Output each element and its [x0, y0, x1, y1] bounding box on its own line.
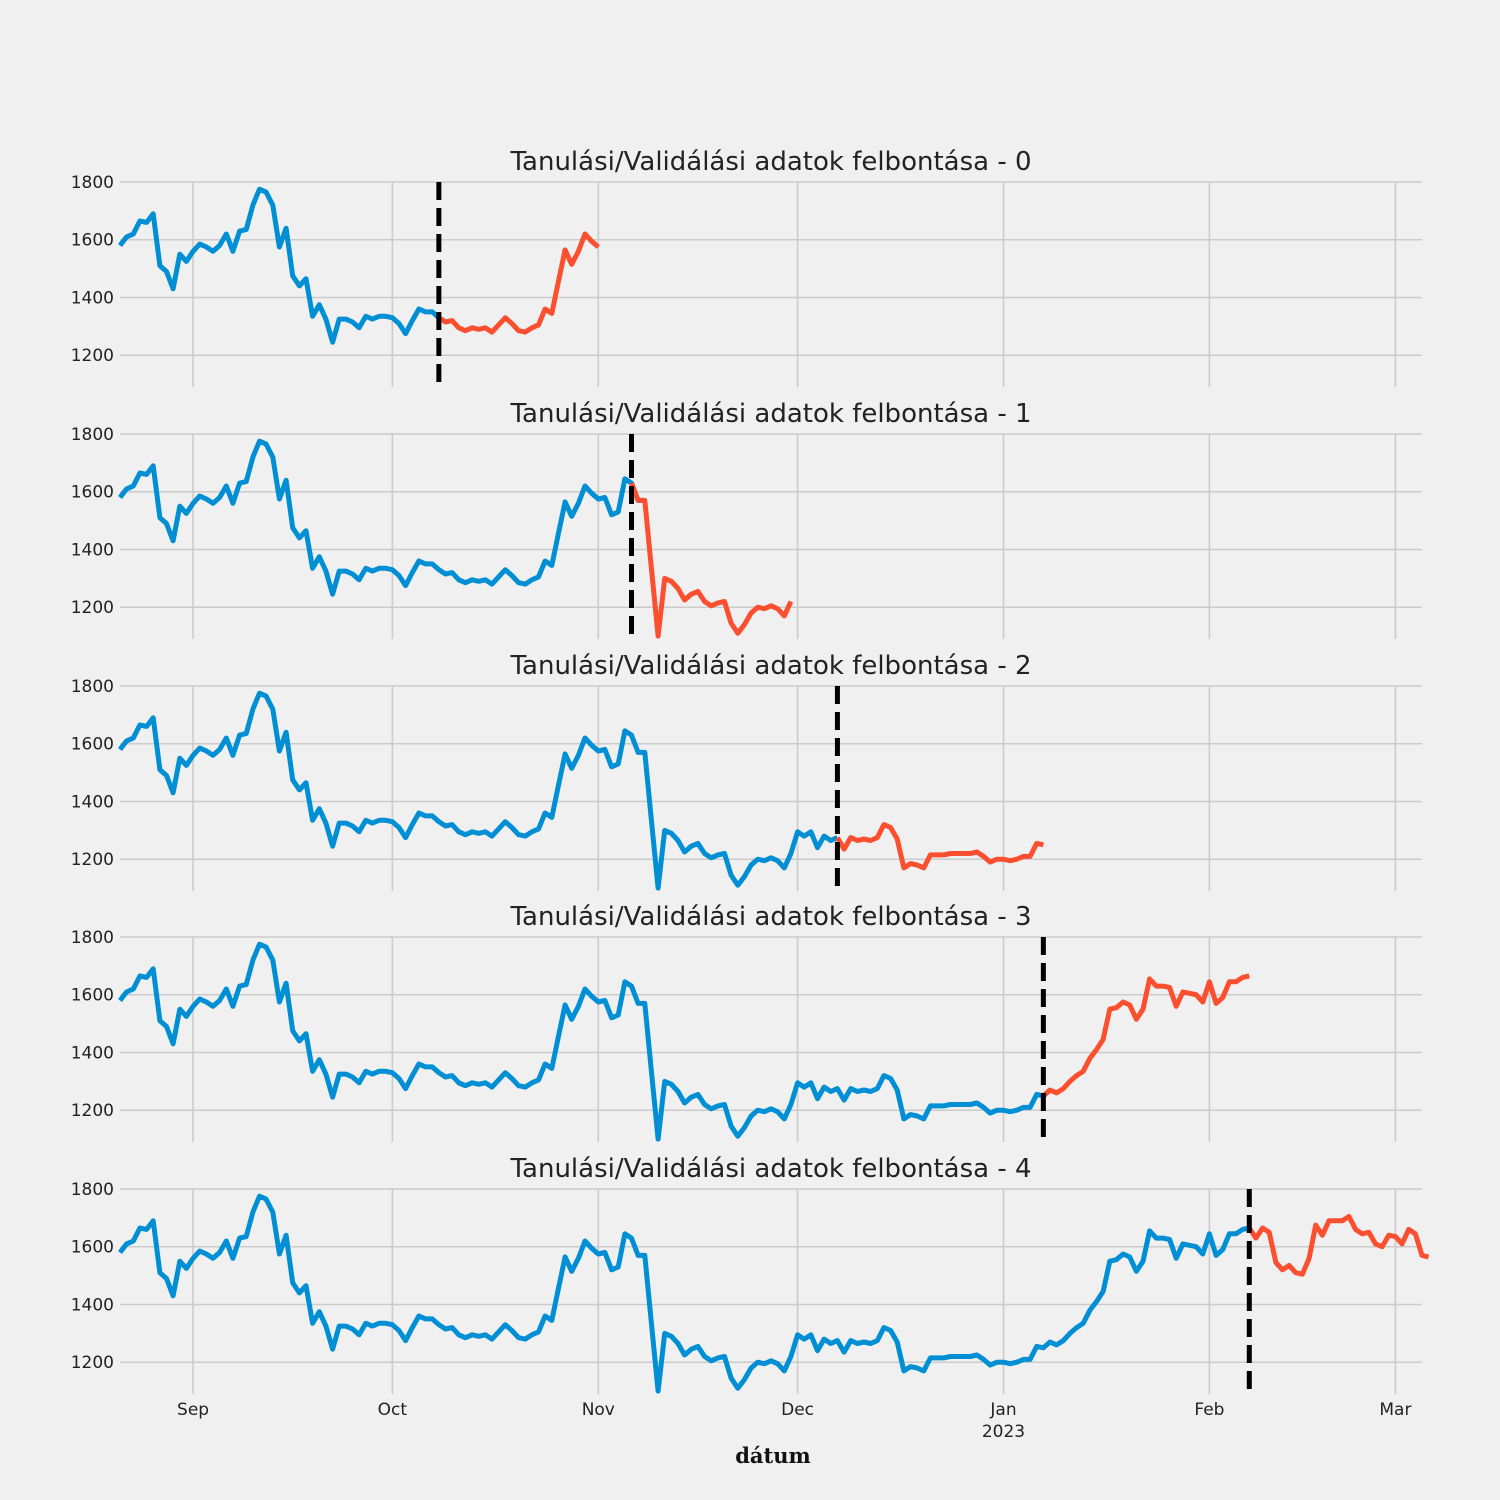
y-tick-label: 1200 — [71, 1353, 114, 1373]
panel-title: Tanulási/Validálási adatok felbontása - … — [509, 147, 1031, 177]
y-tick-label: 1400 — [71, 288, 114, 308]
y-tick-label: 1800 — [71, 1180, 114, 1200]
y-tick-label: 1800 — [71, 928, 114, 948]
train-series-line — [118, 438, 645, 597]
y-tick-label: 1200 — [71, 850, 114, 870]
y-tick-label: 1800 — [71, 677, 114, 697]
x-tick-label: Sep — [177, 1400, 209, 1420]
validation-series-line — [835, 822, 1044, 871]
x-tick-label: Mar — [1379, 1400, 1411, 1420]
y-tick-label: 1600 — [71, 231, 114, 251]
x-tick-label: Feb — [1194, 1400, 1224, 1420]
y-tick-label: 1400 — [71, 1043, 114, 1063]
y-tick-label: 1600 — [71, 1238, 114, 1258]
x-tick-label: Jan — [989, 1400, 1016, 1420]
y-tick-label: 1800 — [71, 173, 114, 193]
y-tick-label: 1600 — [71, 483, 114, 503]
x-tick-label: Nov — [582, 1400, 615, 1420]
y-tick-label: 1600 — [71, 735, 114, 755]
validation-series-line — [1041, 973, 1250, 1098]
validation-series-line — [1247, 1213, 1430, 1277]
x-tick-label: Oct — [378, 1400, 408, 1420]
panel-title: Tanulási/Validálási adatok felbontása - … — [509, 1154, 1031, 1184]
panel-title: Tanulási/Validálási adatok felbontása - … — [509, 399, 1031, 429]
y-tick-label: 1800 — [71, 425, 114, 445]
x-tick-label: Dec — [781, 1400, 814, 1420]
y-tick-label: 1200 — [71, 346, 114, 366]
validation-series-line — [629, 482, 794, 639]
y-tick-label: 1200 — [71, 1101, 114, 1121]
train-series-line — [118, 186, 441, 345]
train-series-line — [118, 1193, 1250, 1394]
y-tick-label: 1400 — [71, 792, 114, 812]
train-series-line — [118, 941, 1052, 1142]
y-tick-label: 1200 — [71, 598, 114, 618]
y-tick-label: 1400 — [71, 540, 114, 560]
x-axis-label: dátum — [735, 1443, 810, 1468]
x-tick-sublabel: 2023 — [982, 1422, 1025, 1442]
y-tick-label: 1400 — [71, 1295, 114, 1315]
panel-title: Tanulási/Validálási adatok felbontása - … — [509, 651, 1031, 681]
panel-title: Tanulási/Validálási adatok felbontása - … — [509, 902, 1031, 932]
train-series-line — [118, 690, 839, 891]
validation-series-line — [437, 231, 600, 335]
y-tick-label: 1600 — [71, 986, 114, 1006]
